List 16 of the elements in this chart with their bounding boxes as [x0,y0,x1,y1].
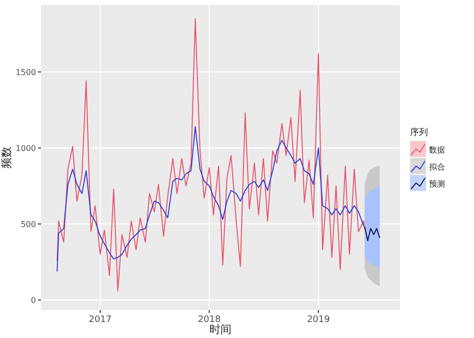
y-tick-label: 1500 [16,68,36,77]
legend-title: 序列 [410,127,428,138]
x-tick-label: 2017 [88,315,112,325]
y-tick-label: 500 [20,220,36,229]
x-axis-title: 时间 [210,323,232,336]
x-tick-label: 2018 [198,315,222,325]
y-tick-label: 1000 [16,144,36,153]
y-axis-title: 频数 [0,146,13,168]
line-series [56,126,366,272]
legend-label: 预测 [429,180,445,188]
legend-label: 拟合 [429,162,445,172]
y-tick-label: 0 [30,296,36,305]
legend-label: 数据 [429,146,445,154]
x-tick-label: 2019 [306,315,330,325]
line-series [56,18,366,292]
line-series [364,226,380,242]
